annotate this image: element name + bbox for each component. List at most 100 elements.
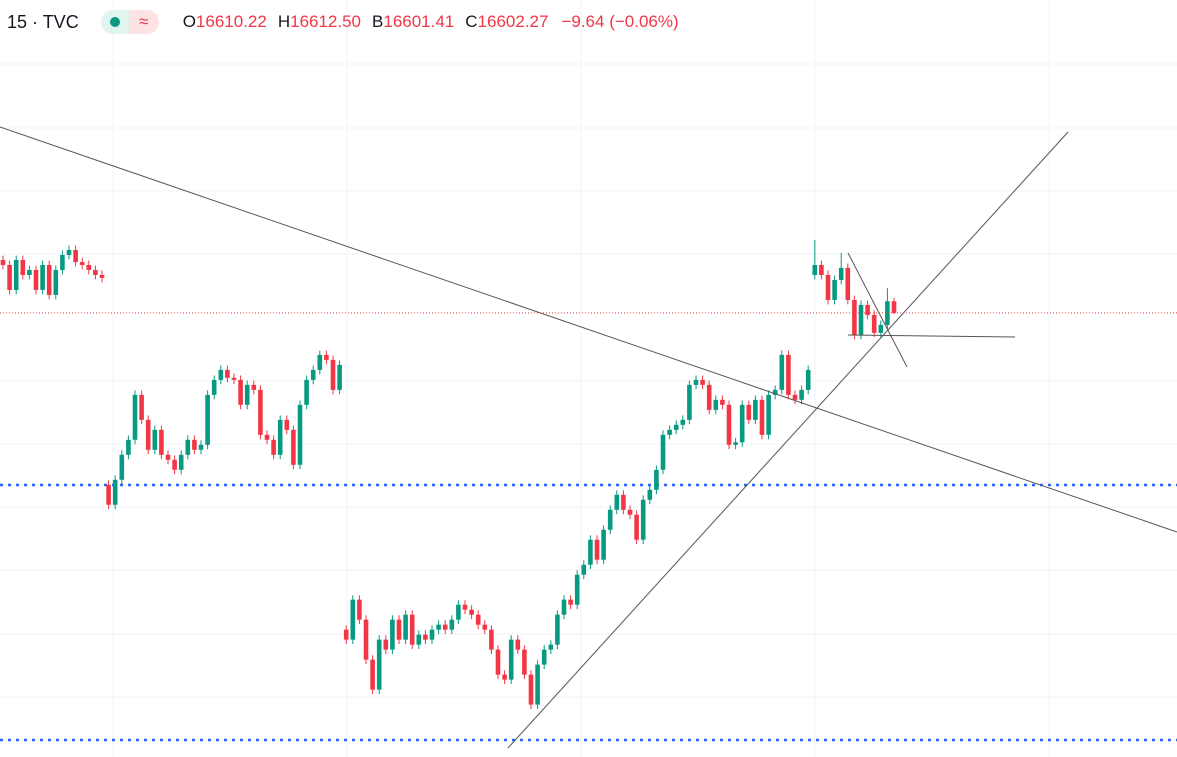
candle-body	[139, 394, 144, 420]
candle-body	[310, 369, 316, 380]
candle-body	[627, 509, 633, 515]
candle-body	[720, 399, 725, 405]
ohlc-values: O16610.22 H16612.50 B16601.41 C16602.27	[183, 12, 560, 32]
candle-body	[746, 404, 752, 420]
candle-body	[607, 509, 613, 530]
candle-body	[786, 354, 791, 395]
candle-body	[442, 624, 448, 630]
candle-body	[739, 404, 745, 443]
candle-body	[713, 399, 719, 410]
candle-body	[845, 267, 851, 300]
ohlc-label: H	[277, 12, 291, 31]
candle-body	[238, 379, 243, 405]
candle-body	[7, 264, 12, 290]
candle-body	[528, 674, 534, 705]
candle-body	[495, 649, 501, 675]
ohlc-value: 16610.22	[195, 12, 267, 31]
candle-body	[825, 274, 831, 300]
legend-header: · 15 · TVC ≈ O16610.22 H16612.50 B16601.41…	[0, 8, 679, 36]
candle-body	[165, 454, 171, 460]
ohlc-item: O16610.22	[183, 12, 267, 32]
candle-body	[660, 434, 666, 470]
candle-body	[482, 624, 488, 630]
candle-body	[271, 439, 276, 455]
candle-body	[264, 434, 270, 440]
change: −9.64 (−0.06%)	[561, 12, 679, 31]
status-dot	[109, 17, 120, 27]
candle-body	[515, 639, 521, 650]
candle-body	[79, 262, 85, 265]
candle-body	[251, 384, 257, 390]
candle-body	[647, 489, 653, 500]
candle-body	[819, 264, 824, 275]
candle-body	[436, 624, 441, 630]
candle-body	[693, 379, 699, 385]
status-badges[interactable]: ≈	[100, 10, 159, 34]
candle-body	[792, 394, 798, 400]
candle-body	[324, 354, 329, 360]
ohlc-value: 16601.41	[383, 12, 455, 31]
candle-body	[343, 629, 349, 640]
candle-body	[621, 494, 626, 510]
candle-body	[726, 404, 732, 445]
candle-body	[614, 494, 620, 510]
trend-line	[507, 131, 1069, 749]
candle-body	[456, 604, 461, 620]
candle-body	[812, 264, 818, 275]
candle-body	[390, 619, 395, 650]
candle-body	[357, 599, 362, 620]
candle-body	[403, 614, 408, 640]
candle-body	[706, 384, 712, 410]
candle-body	[535, 664, 540, 705]
candle-body	[508, 639, 514, 680]
candle-body	[172, 459, 177, 470]
candle-body	[548, 644, 554, 650]
candle-body	[891, 301, 897, 313]
candle-body	[634, 514, 639, 540]
candle-body	[858, 304, 864, 335]
candle-body	[852, 299, 857, 335]
candle-body	[772, 389, 778, 395]
candle-body	[185, 439, 191, 455]
candle-body	[838, 267, 844, 280]
candle-body	[218, 369, 224, 380]
candle-body	[363, 619, 369, 660]
ohlc-item: B16601.41	[372, 12, 454, 32]
candle-body	[574, 574, 580, 605]
candle-body	[317, 354, 323, 370]
candle-body	[522, 649, 527, 675]
trend-line	[0, 126, 1177, 533]
candle-body	[376, 639, 382, 690]
candle-body	[33, 269, 39, 290]
candle-body	[106, 484, 111, 505]
ohlc-value: 16602.27	[477, 12, 549, 31]
candle-body	[449, 619, 455, 630]
candle-body	[291, 429, 296, 465]
candle-body	[640, 499, 646, 540]
candle-body	[429, 629, 435, 640]
candle-body	[673, 424, 679, 430]
candle-body	[475, 614, 481, 625]
data-status[interactable]: ≈	[128, 10, 159, 34]
candle-body	[654, 469, 659, 490]
candle-body	[383, 639, 389, 650]
ohlc-label: C	[465, 12, 478, 31]
candle-body	[805, 369, 811, 390]
symbol: · 15 · TVC	[0, 11, 79, 32]
candle-body	[132, 394, 138, 440]
candle-body	[680, 419, 686, 425]
candle-body	[766, 394, 771, 435]
candle-body	[568, 599, 573, 605]
market-status[interactable]	[100, 10, 129, 34]
candle-body	[159, 429, 164, 455]
candle-body	[561, 599, 567, 615]
candle-body	[733, 442, 738, 445]
candle-body	[277, 419, 283, 455]
candle-body	[40, 264, 45, 290]
candles	[0, 240, 897, 709]
candle-body	[759, 399, 765, 435]
ohlc-item: H16612.50	[278, 12, 361, 32]
candle-body	[330, 359, 336, 390]
